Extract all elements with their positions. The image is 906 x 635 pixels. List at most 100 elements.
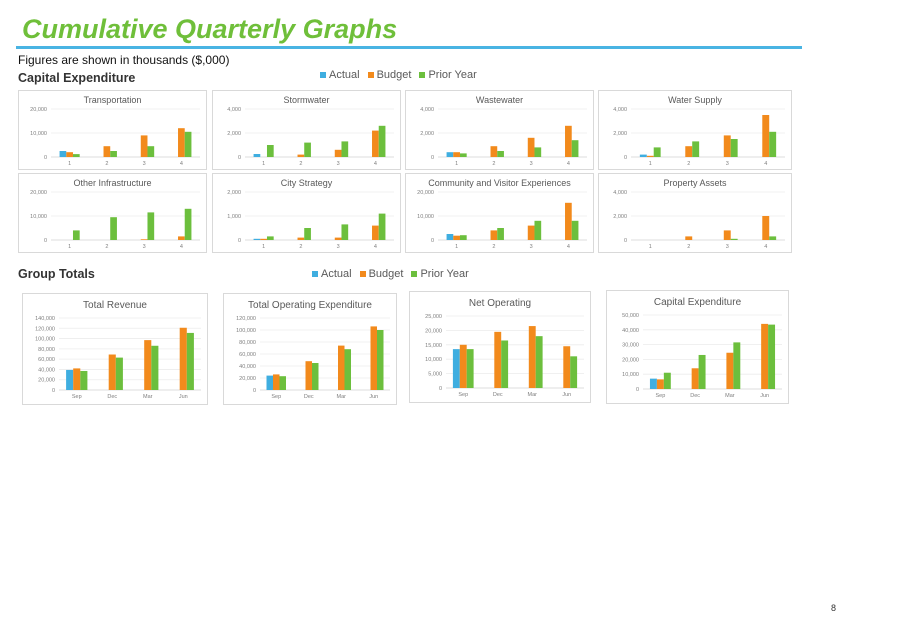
chart-title: Total Revenue [83,300,147,311]
bar-budget [726,352,734,389]
x-tick-label: 1 [68,244,71,250]
bar-budget [762,216,770,240]
bar-prior-year [110,151,117,157]
chart-svg: Wastewater 0 2,000 4,000 1 2 3 4 [420,95,587,167]
chart-svg: Community and Visitor Experiences 0 10,000… [417,178,587,250]
chart-title: City Strategy [281,178,333,188]
bar-prior-year [534,220,542,240]
bar-budget [297,154,305,157]
bar-prior-year [377,330,384,390]
bar-prior-year [769,236,777,240]
x-tick-label: Mar [143,394,153,400]
y-tick-label: 0 [44,238,47,244]
bar-prior-year [312,363,319,390]
legend-budget-label: Budget [376,69,412,81]
x-tick-label: Dec [690,393,700,399]
legend-prior: Prior Year [419,69,477,81]
x-tick-label: 4 [567,161,570,167]
y-tick-label: 10,000 [417,214,434,220]
page-number: 8 [830,603,836,613]
bar-budget [260,238,267,240]
y-tick-label: 120,000 [35,326,55,332]
bar-prior-year [151,345,159,390]
bar-actual [446,152,454,157]
y-tick-label: 20,000 [417,190,434,196]
bar-prior-year [459,235,467,240]
x-tick-label: Mar [725,393,735,399]
bar-budget [685,146,693,157]
x-tick-label: Sep [271,394,281,400]
chart-title: Other Infrastructure [73,178,151,188]
x-tick-label: 1 [649,161,652,167]
bar-budget [144,340,152,390]
bar-prior-year [692,141,700,157]
bar-budget [73,368,81,390]
legend-prior-label: Prior Year [428,69,477,81]
x-tick-label: 1 [262,161,265,167]
bar-prior-year [279,376,286,390]
y-tick-label: 30,000 [622,343,639,349]
y-tick-label: 60,000 [38,357,55,363]
y-tick-label: 100,000 [236,328,256,334]
chart-svg: City Strategy 0 1,000 2,000 1 2 3 4 [227,178,394,250]
bar-budget [490,146,498,157]
x-tick-label: 2 [105,244,108,250]
chart-other-infrastructure: Other Infrastructure 0 10,000 20,000 1 2 3 4 [18,173,207,253]
bar-prior-year [266,145,274,157]
y-tick-label: 0 [431,238,434,244]
bar-prior-year [186,332,194,390]
bar-prior-year [147,146,155,157]
y-tick-label: 4,000 [227,107,241,113]
bar-budget [691,368,699,389]
page-title: Cumulative Quarterly Graphs [22,14,398,44]
bar-budget [179,327,187,390]
chart-total-revenue: Total Revenue 0 20,000 40,000 60,000 80,000 10… [22,293,208,405]
y-tick-label: 0 [431,155,434,161]
x-tick-label: Dec [107,394,117,400]
chart-svg: Capital Expenditure 0 10,000 20,000 30,000 40… [622,297,782,399]
y-tick-label: 4,000 [613,190,627,196]
x-tick-label: Jun [562,392,571,398]
chart-svg: Property Assets 0 2,000 4,000 1 2 3 4 [613,178,785,250]
y-tick-label: 120,000 [236,316,256,322]
bar-budget [565,202,572,240]
x-tick-label: 4 [374,161,377,167]
bar-budget [685,236,693,240]
bar-budget [297,237,305,240]
bar-actual [66,369,74,390]
bar-budget [527,137,535,157]
chart-city-strategy: City Strategy 0 1,000 2,000 1 2 3 4 [212,173,401,253]
y-tick-label: 0 [439,386,442,392]
bar-actual [266,375,273,390]
legend-budget: Budget [367,69,412,81]
chart-svg: Other Infrastructure 0 10,000 20,000 1 2 3 4 [30,178,200,250]
x-tick-label: Jun [369,394,378,400]
legend-actual: Actual [320,69,360,81]
bar-prior-year [266,236,274,240]
bar-budget [338,345,345,390]
legend-prior-label: Prior Year [420,268,469,280]
bar-prior-year [663,372,671,389]
chart-capital-expenditure-total: Capital Expenditure 0 10,000 20,000 30,000 40… [606,290,789,404]
bar-prior-year [80,370,88,390]
bar-prior-year [110,217,117,240]
chart-water-supply: Water Supply 0 2,000 4,000 1 2 3 4 [598,90,792,170]
chart-title: Stormwater [283,95,329,105]
page-subtitle: Figures are shown in thousands ($,000) [18,53,230,67]
bar-prior-year [730,238,738,240]
bar-prior-year [769,131,777,157]
x-tick-label: 2 [105,161,108,167]
chart-wastewater: Wastewater 0 2,000 4,000 1 2 3 4 [405,90,594,170]
chart-title: Net Operating [469,298,531,309]
bar-budget [527,225,535,240]
bar-prior-year [768,324,776,389]
bar-budget [140,135,148,157]
bar-budget [528,326,536,388]
legend-budget: Budget [359,268,403,280]
x-tick-label: 1 [649,244,652,250]
bar-budget [453,235,460,240]
x-tick-label: Dec [493,392,503,398]
y-tick-label: 2,000 [613,214,627,220]
chart-title: Community and Visitor Experiences [428,178,571,188]
bar-prior-year [184,208,192,240]
